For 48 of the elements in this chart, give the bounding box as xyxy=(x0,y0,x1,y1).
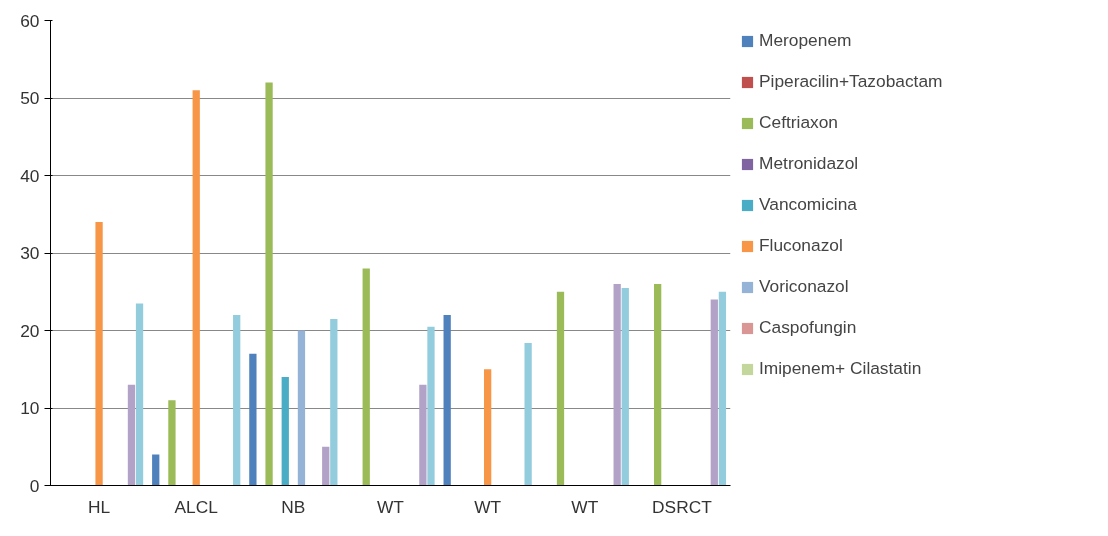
x-tick-label: HL xyxy=(88,496,111,517)
legend-label: Ceftriaxon xyxy=(759,112,838,133)
bar xyxy=(281,377,289,486)
bar xyxy=(135,303,144,486)
bar xyxy=(168,400,176,486)
legend-label: Metronidazol xyxy=(759,153,859,174)
legend-label: Meropenem xyxy=(759,30,852,51)
legend-label: Imipenem+ Cilastatin xyxy=(759,358,922,379)
legend-label: Piperacilin+Tazobactam xyxy=(759,71,943,92)
bar xyxy=(443,315,451,486)
bar xyxy=(127,384,136,486)
y-tick-label: 20 xyxy=(20,320,40,341)
y-tick-label: 50 xyxy=(20,88,40,108)
y-tick-label: 30 xyxy=(20,243,40,263)
bar xyxy=(322,446,330,486)
bar xyxy=(524,342,532,486)
x-tick-label: DSRCT xyxy=(652,496,713,517)
legend-label: Caspofungin xyxy=(759,317,857,338)
bar xyxy=(249,353,257,486)
bar xyxy=(427,326,435,486)
x-tick-label: WT xyxy=(571,496,599,517)
x-tick-label: WT xyxy=(474,496,502,517)
legend-label: Vancomicina xyxy=(759,194,857,215)
bar xyxy=(654,284,662,486)
bar xyxy=(484,369,492,486)
bar xyxy=(330,318,338,486)
bar xyxy=(718,291,727,486)
bar xyxy=(297,330,306,486)
bar xyxy=(192,90,200,486)
bar xyxy=(556,291,565,486)
x-tick-label: ALCL xyxy=(174,496,219,517)
y-tick-label: 10 xyxy=(20,398,40,418)
y-tick-label: 0 xyxy=(29,475,40,496)
x-tick-label: WT xyxy=(377,496,405,517)
bar xyxy=(152,454,160,486)
legend-label: Fluconazol xyxy=(759,235,843,256)
legend-label: Voriconazol xyxy=(759,276,849,297)
x-tick-label: NB xyxy=(281,496,306,517)
bar xyxy=(95,222,103,486)
bar xyxy=(621,287,629,486)
bar xyxy=(362,268,370,486)
bar xyxy=(710,299,718,486)
y-tick-label: 60 xyxy=(20,10,40,31)
bar xyxy=(233,315,241,486)
y-tick-label: 40 xyxy=(20,165,40,186)
bar xyxy=(265,82,273,486)
bar xyxy=(419,384,427,486)
bar xyxy=(613,284,621,486)
